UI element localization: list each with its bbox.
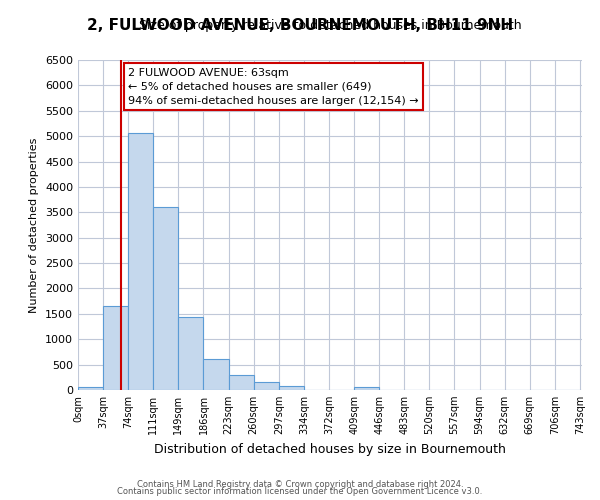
Bar — [203, 358, 229, 390]
Bar — [103, 306, 128, 390]
Bar — [78, 388, 103, 390]
Bar — [178, 318, 203, 390]
X-axis label: Distribution of detached houses by size in Bournemouth: Distribution of detached houses by size … — [154, 442, 506, 456]
Y-axis label: Number of detached properties: Number of detached properties — [29, 138, 40, 312]
Bar — [279, 386, 304, 390]
Text: Contains HM Land Registry data © Crown copyright and database right 2024.: Contains HM Land Registry data © Crown c… — [137, 480, 463, 489]
Text: 2, FULWOOD AVENUE, BOURNEMOUTH, BH11 9NH: 2, FULWOOD AVENUE, BOURNEMOUTH, BH11 9NH — [87, 18, 513, 32]
Text: 2 FULWOOD AVENUE: 63sqm
← 5% of detached houses are smaller (649)
94% of semi-de: 2 FULWOOD AVENUE: 63sqm ← 5% of detached… — [128, 68, 419, 106]
Text: Contains public sector information licensed under the Open Government Licence v3: Contains public sector information licen… — [118, 487, 482, 496]
Bar — [354, 388, 379, 390]
Bar — [128, 133, 153, 390]
Bar — [254, 382, 279, 390]
Title: Size of property relative to detached houses in Bournemouth: Size of property relative to detached ho… — [139, 20, 521, 32]
Bar — [229, 374, 254, 390]
Bar — [153, 207, 178, 390]
